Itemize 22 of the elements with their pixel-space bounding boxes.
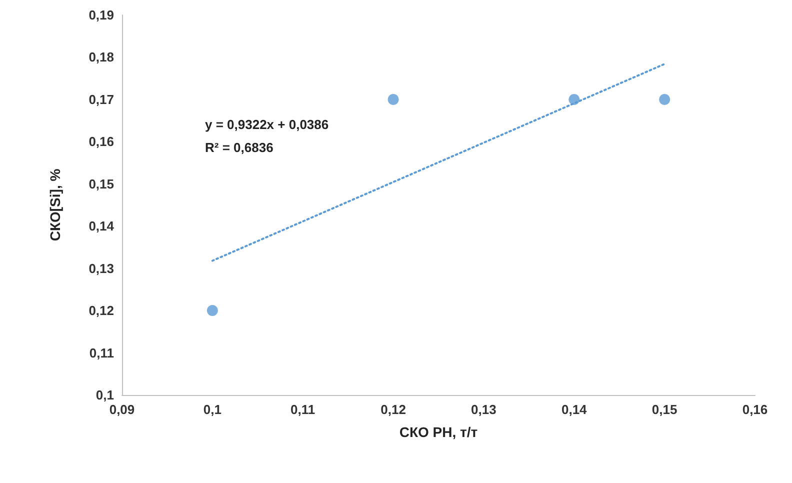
y-tick-label: 0,1 xyxy=(96,388,114,402)
y-tick-label: 0,16 xyxy=(88,134,114,150)
y-tick-label: 0,13 xyxy=(88,260,114,276)
x-tick-label: 0,15 xyxy=(652,402,678,417)
x-tick-label: 0,13 xyxy=(471,402,496,417)
x-tick-label: 0,16 xyxy=(742,402,768,417)
y-tick-label: 0,19 xyxy=(88,8,114,22)
annotation: y = 0,9322x + 0,0386 xyxy=(204,117,329,132)
x-axis-title: СКО РН, т/т xyxy=(399,424,478,440)
x-tick-label: 0,14 xyxy=(561,402,588,417)
y-tick-label: 0,15 xyxy=(88,176,114,192)
y-tick-label: 0,17 xyxy=(88,92,114,107)
annotation: R² = 0,6836 xyxy=(205,140,274,155)
x-tick-label: 0,12 xyxy=(380,402,406,417)
y-tick-label: 0,12 xyxy=(88,303,114,318)
y-tick-label: 0,14 xyxy=(88,218,115,234)
x-tick-label: 0,1 xyxy=(203,402,222,417)
y-tick-label: 0,11 xyxy=(89,345,114,360)
y-tick-label: 0,18 xyxy=(88,50,114,65)
y-axis-title: СКО[Si], % xyxy=(47,168,63,242)
x-tick-label: 0,09 xyxy=(109,402,135,417)
x-tick-label: 0,11 xyxy=(290,402,316,417)
